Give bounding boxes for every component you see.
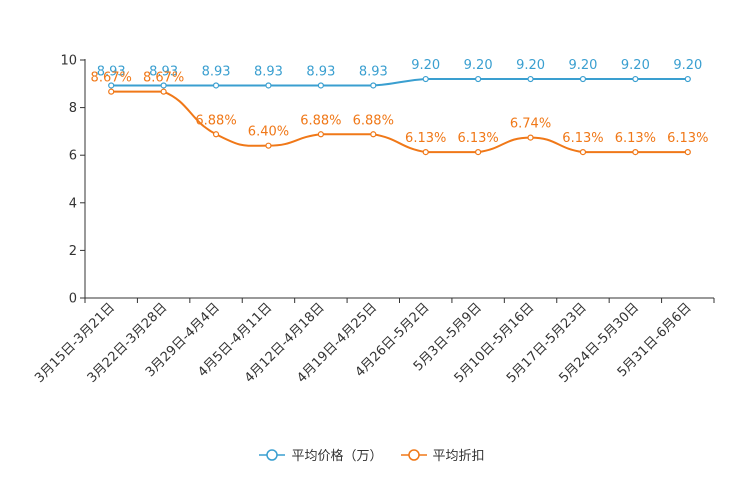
data-label-0: 9.20 [516,58,545,73]
data-label-1: 6.40% [248,125,289,140]
data-point-0 [265,82,272,89]
data-point-1 [632,149,639,156]
data-point-0 [684,75,691,83]
y-tick-label: 2 [69,244,77,259]
data-point-0 [579,75,587,83]
data-point-0 [632,75,639,83]
data-label-1: 6.74% [510,117,551,132]
data-point-1 [108,88,115,95]
data-label-1: 6.13% [615,131,656,146]
data-point-0 [527,75,534,83]
data-point-1 [160,88,167,95]
series-line-0 [111,78,688,87]
data-label-0: 8.93 [97,64,126,79]
data-label-0: 8.93 [359,64,388,79]
data-label-1: 6.13% [405,131,446,146]
data-label-0: 8.93 [149,64,178,79]
data-label-1: 6.13% [457,131,498,146]
data-point-1 [684,149,691,156]
legend-price-marker-icon [259,448,286,461]
data-point-1 [265,142,272,149]
data-point-1 [317,131,324,138]
data-label-1: 6.88% [300,113,341,128]
data-label-0: 8.93 [202,64,231,79]
data-label-1: 6.88% [195,113,236,128]
data-point-0 [422,75,429,83]
y-tick-label: 0 [69,292,77,307]
data-label-0: 9.20 [568,58,597,73]
data-label-0: 8.93 [306,64,335,79]
data-point-1 [475,149,482,156]
y-tick-label: 10 [60,54,77,69]
data-point-1 [370,131,377,138]
data-label-0: 9.20 [673,58,702,73]
y-tick-label: 6 [69,149,77,164]
data-label-1: 8.67% [143,71,184,86]
legend-item-discount[interactable]: 平均折扣 [400,445,485,464]
series-line-1 [111,90,688,154]
data-point-1 [212,131,220,138]
data-label-0: 9.20 [464,58,493,73]
data-point-0 [370,82,377,89]
data-label-0: 9.20 [411,58,440,73]
legend-discount-label: 平均折扣 [432,449,485,464]
legend-discount-marker-icon [400,448,427,461]
data-label-1: 6.88% [353,113,394,128]
data-label-1: 8.67% [91,71,132,86]
data-point-0 [160,82,167,89]
data-label-0: 8.93 [254,64,283,79]
data-label-1: 6.13% [562,131,603,146]
y-tick-label: 8 [69,101,77,116]
legend: 平均价格（万） 平均折扣 [0,445,744,464]
data-point-1 [579,149,587,156]
data-point-0 [475,75,482,83]
data-point-0 [212,82,220,89]
data-label-0: 9.20 [621,58,650,73]
data-point-0 [317,82,324,89]
legend-price-label: 平均价格（万） [291,449,383,464]
data-point-1 [422,149,429,156]
data-point-0 [108,82,115,89]
legend-item-price[interactable]: 平均价格（万） [259,445,383,464]
y-tick-label: 4 [69,196,77,211]
data-point-1 [527,134,534,141]
data-label-1: 6.13% [667,131,708,146]
